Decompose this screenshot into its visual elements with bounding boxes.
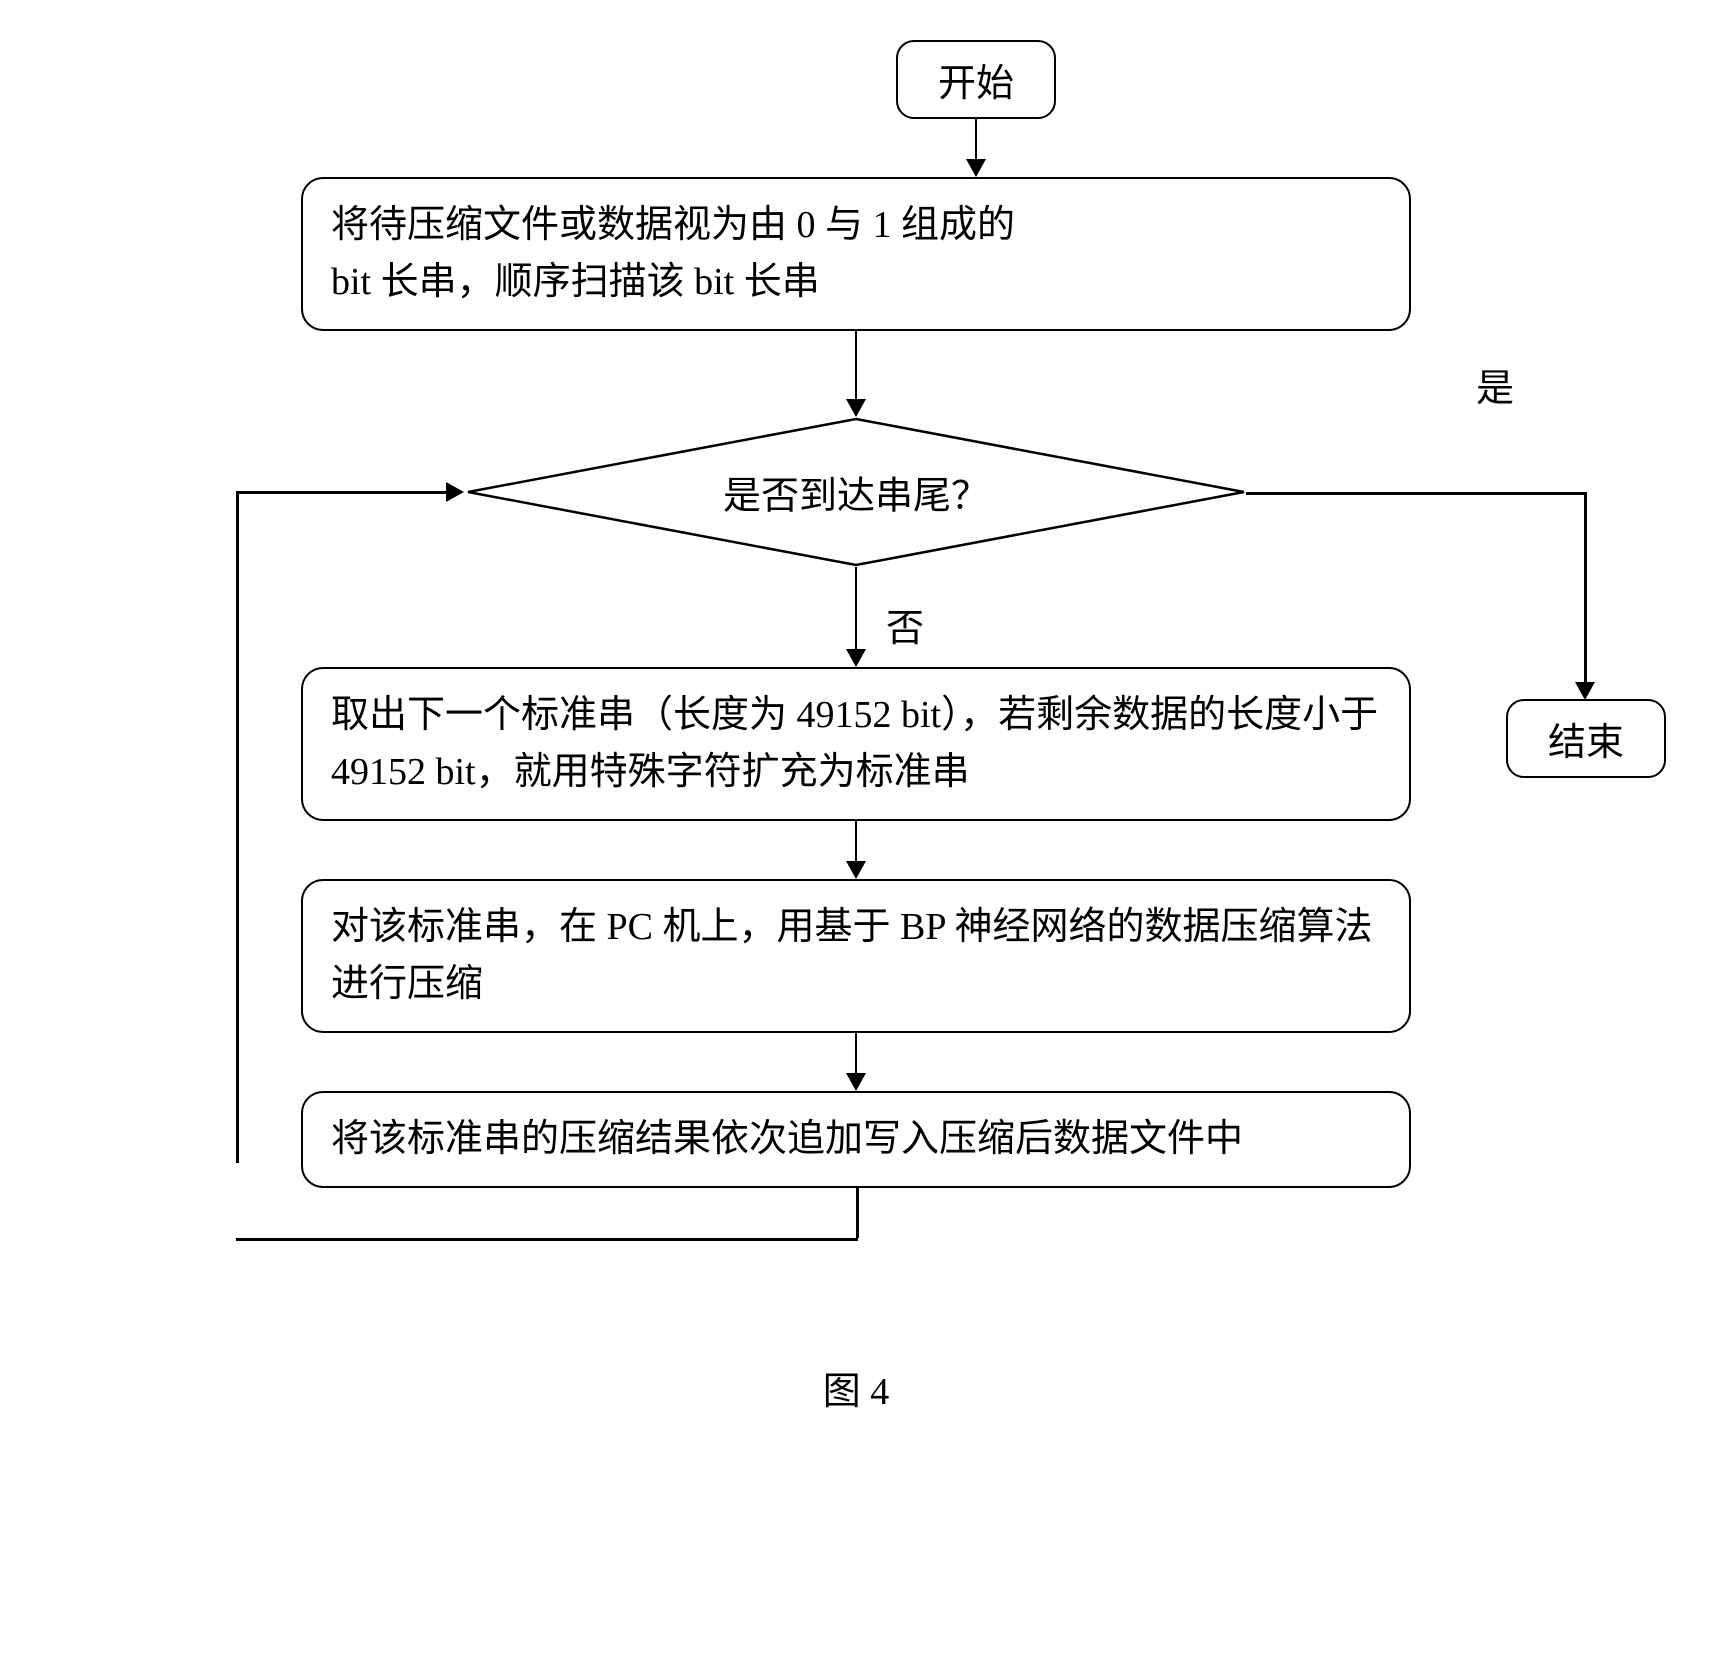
process-3-row: 对该标准串，在 PC 机上，用基于 BP 神经网络的数据压缩算法进行压缩: [40, 879, 1672, 1033]
process-3: 对该标准串，在 PC 机上，用基于 BP 神经网络的数据压缩算法进行压缩: [301, 879, 1411, 1033]
process-1-row: 将待压缩文件或数据视为由 0 与 1 组成的 bit 长串，顺序扫描该 bit …: [40, 177, 1672, 331]
start-row: 开始: [40, 40, 1672, 119]
loop-horizontal-bottom: [236, 1238, 858, 1241]
arrow-p3-p4: [40, 1033, 1672, 1091]
yes-horizontal-line: [1246, 492, 1586, 495]
edge-label-yes: 是: [1476, 357, 1514, 412]
loop-down-line: [856, 1188, 859, 1238]
process-2-row: 取出下一个标准串（长度为 49152 bit），若剩余数据的长度小于 49152…: [40, 667, 1672, 821]
decision-text: 是否到达串尾？: [723, 465, 989, 520]
loop-horizontal-top: [236, 491, 448, 494]
flowchart-container: 开始 将待压缩文件或数据视为由 0 与 1 组成的 bit 长串，顺序扫描该 b…: [40, 40, 1672, 1240]
arrow-p2-p3: [40, 821, 1672, 879]
arrow-start-p1: [40, 119, 1672, 177]
loop-back-row: [40, 1188, 1672, 1240]
process-4-row: 将该标准串的压缩结果依次追加写入压缩后数据文件中: [40, 1091, 1672, 1188]
figure-caption: 图 4: [40, 1360, 1672, 1415]
process-4: 将该标准串的压缩结果依次追加写入压缩后数据文件中: [301, 1091, 1411, 1188]
arrow-p1-d1: [40, 331, 1672, 417]
decision-row: 是 是否到达串尾？ 结束: [40, 417, 1672, 567]
process-2: 取出下一个标准串（长度为 49152 bit），若剩余数据的长度小于 49152…: [301, 667, 1411, 821]
loop-arrow-head: [446, 482, 464, 502]
process-1: 将待压缩文件或数据视为由 0 与 1 组成的 bit 长串，顺序扫描该 bit …: [301, 177, 1411, 331]
arrow-d1-p2: 否: [40, 567, 1672, 667]
start-node: 开始: [896, 40, 1056, 119]
edge-label-no: 否: [886, 597, 924, 652]
decision-node: 是否到达串尾？: [466, 417, 1246, 567]
